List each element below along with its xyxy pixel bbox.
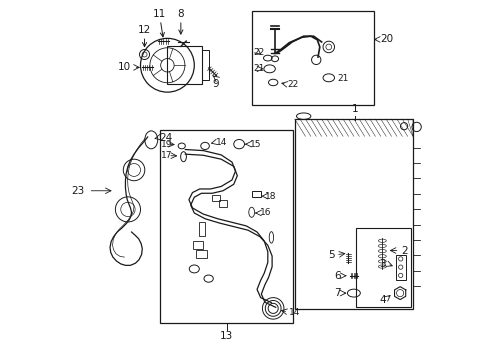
Text: 6: 6 <box>334 271 341 281</box>
Text: 18: 18 <box>264 192 276 201</box>
Bar <box>251 191 261 197</box>
Text: 12: 12 <box>138 25 151 47</box>
Bar <box>355 228 410 307</box>
Text: 5: 5 <box>327 250 334 260</box>
Text: 19: 19 <box>161 140 172 149</box>
Bar <box>218 200 227 207</box>
Bar <box>395 255 405 280</box>
Text: 21: 21 <box>337 75 348 84</box>
Text: 21: 21 <box>253 64 264 73</box>
Text: 15: 15 <box>249 140 261 149</box>
Text: 22: 22 <box>253 48 264 57</box>
Text: 20: 20 <box>379 35 392 44</box>
Bar <box>167 46 202 84</box>
Text: 16: 16 <box>260 208 271 217</box>
Text: 13: 13 <box>220 331 233 341</box>
Text: 8: 8 <box>177 9 184 34</box>
Text: 4: 4 <box>378 294 385 305</box>
Text: 2: 2 <box>401 246 407 256</box>
Text: 22: 22 <box>287 81 298 90</box>
Text: 24: 24 <box>159 133 172 143</box>
Text: 3: 3 <box>379 259 386 269</box>
Bar <box>196 250 206 258</box>
Text: 1: 1 <box>351 104 358 114</box>
Bar <box>199 222 205 235</box>
Bar <box>160 130 292 323</box>
Bar <box>294 119 412 309</box>
Text: 11: 11 <box>152 9 165 37</box>
Text: 7: 7 <box>333 288 340 298</box>
Text: 17: 17 <box>161 151 172 160</box>
Text: 14: 14 <box>289 308 300 317</box>
Text: 9: 9 <box>212 79 218 89</box>
Bar <box>202 50 209 80</box>
Text: 23: 23 <box>72 186 85 196</box>
Text: 14: 14 <box>215 138 227 147</box>
Bar <box>192 241 203 249</box>
Text: 10: 10 <box>118 62 131 72</box>
Bar <box>251 12 373 105</box>
Bar <box>211 195 220 201</box>
